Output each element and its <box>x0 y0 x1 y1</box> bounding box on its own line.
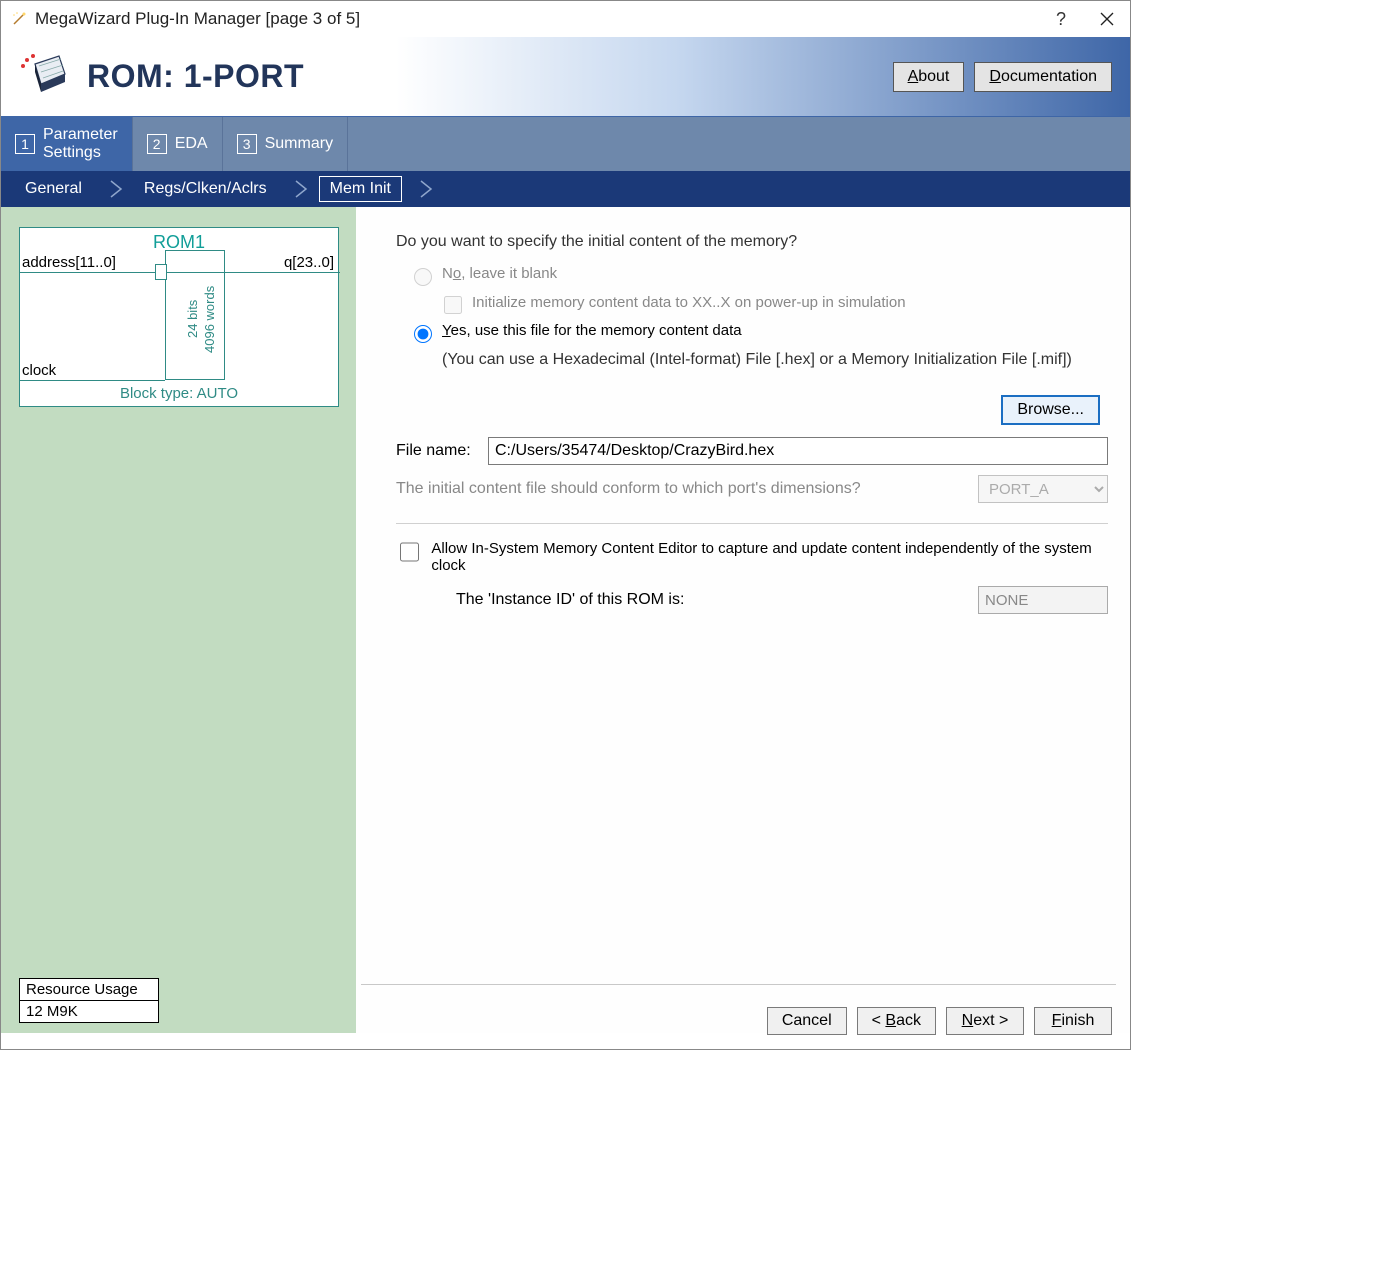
tab-eda[interactable]: 2 EDA <box>133 117 223 171</box>
resource-value: 12 M9K <box>20 1001 158 1022</box>
file-name-label: File name: <box>396 442 488 460</box>
clock-port-label: clock <box>22 362 56 379</box>
port-select: PORT_A <box>978 475 1108 503</box>
chevron-right-icon <box>106 179 126 199</box>
breadcrumb: General Regs/Clken/Aclrs Mem Init <box>1 171 1130 207</box>
radio-yes[interactable] <box>414 325 432 343</box>
port-row: The initial content file should conform … <box>396 475 1108 503</box>
file-name-input[interactable] <box>488 437 1108 465</box>
radio-no <box>414 268 432 286</box>
main-area: ROM1 address[11..0] q[23..0] clock 24 bi… <box>1 207 1130 1033</box>
resource-header: Resource Usage <box>20 979 158 1001</box>
footer-nav: Cancel < Back Next > Finish <box>767 1007 1112 1035</box>
header-band: ROM: 1-PORT About Documentation <box>1 37 1130 117</box>
step-label: ParameterSettings <box>43 126 118 161</box>
words-label: 4096 words <box>202 286 217 353</box>
window-title: MegaWizard Plug-In Manager [page 3 of 5] <box>35 9 1038 29</box>
crumb-regs[interactable]: Regs/Clken/Aclrs <box>134 177 277 201</box>
step-number: 3 <box>237 134 257 154</box>
wizard-wand-icon <box>11 11 27 27</box>
allow-ismce-row: Allow In-System Memory Content Editor to… <box>400 540 1108 574</box>
footer-separator <box>361 984 1116 985</box>
right-panel: Do you want to specify the initial conte… <box>356 207 1130 1033</box>
init-xx-label: Initialize memory content data to XX..X … <box>472 294 906 311</box>
resource-usage-box: Resource Usage 12 M9K <box>19 978 159 1023</box>
finish-button[interactable]: Finish <box>1034 1007 1112 1035</box>
chip-icon <box>19 52 69 102</box>
question-label: Do you want to specify the initial conte… <box>396 233 1108 251</box>
block-diagram: ROM1 address[11..0] q[23..0] clock 24 bi… <box>19 227 339 407</box>
step-label: Summary <box>265 135 333 153</box>
init-xx-row: Initialize memory content data to XX..X … <box>444 294 1108 314</box>
q-port-label: q[23..0] <box>284 254 334 271</box>
back-button[interactable]: < Back <box>857 1007 936 1035</box>
block-type-label: Block type: AUTO <box>20 385 338 402</box>
allow-ismce-label: Allow In-System Memory Content Editor to… <box>431 540 1108 574</box>
file-name-row: File name: <box>396 437 1108 465</box>
crumb-mem-init[interactable]: Mem Init <box>319 176 402 202</box>
titlebar: MegaWizard Plug-In Manager [page 3 of 5]… <box>1 1 1130 37</box>
step-tabs: 1 ParameterSettings 2 EDA 3 Summary <box>1 117 1130 171</box>
radio-yes-label: Yes, use this file for the memory conten… <box>442 322 742 339</box>
tab-summary[interactable]: 3 Summary <box>223 117 348 171</box>
step-label: EDA <box>175 135 208 153</box>
radio-no-row: No, leave it blank <box>414 265 1108 286</box>
instance-id-input <box>978 586 1108 614</box>
next-button[interactable]: Next > <box>946 1007 1024 1035</box>
about-button[interactable]: About <box>893 62 965 92</box>
page-title: ROM: 1-PORT <box>87 58 304 95</box>
step-number: 2 <box>147 134 167 154</box>
step-number: 1 <box>15 134 35 154</box>
checkbox-init-xx <box>444 296 462 314</box>
port-hint: The initial content file should conform … <box>396 480 978 498</box>
browse-button[interactable]: Browse... <box>1001 395 1100 425</box>
left-panel: ROM1 address[11..0] q[23..0] clock 24 bi… <box>1 207 356 1033</box>
close-button[interactable] <box>1084 1 1130 37</box>
crumb-general[interactable]: General <box>15 177 92 201</box>
instance-id-label: The 'Instance ID' of this ROM is: <box>456 591 978 609</box>
documentation-button[interactable]: Documentation <box>974 62 1112 92</box>
help-button[interactable]: ? <box>1038 1 1084 37</box>
radio-yes-row: Yes, use this file for the memory conten… <box>414 322 1108 343</box>
radio-no-label: No, leave it blank <box>442 265 557 282</box>
checkbox-allow-ismce[interactable] <box>400 542 419 562</box>
address-port-label: address[11..0] <box>22 254 116 271</box>
separator <box>396 523 1108 524</box>
tab-parameter-settings[interactable]: 1 ParameterSettings <box>1 117 133 171</box>
cancel-button[interactable]: Cancel <box>767 1007 847 1035</box>
yes-hint: (You can use a Hexadecimal (Intel-format… <box>442 351 1108 369</box>
chevron-right-icon <box>416 179 436 199</box>
bits-label: 24 bits <box>185 300 200 338</box>
chevron-right-icon <box>291 179 311 199</box>
instance-id-row: The 'Instance ID' of this ROM is: <box>456 586 1108 614</box>
